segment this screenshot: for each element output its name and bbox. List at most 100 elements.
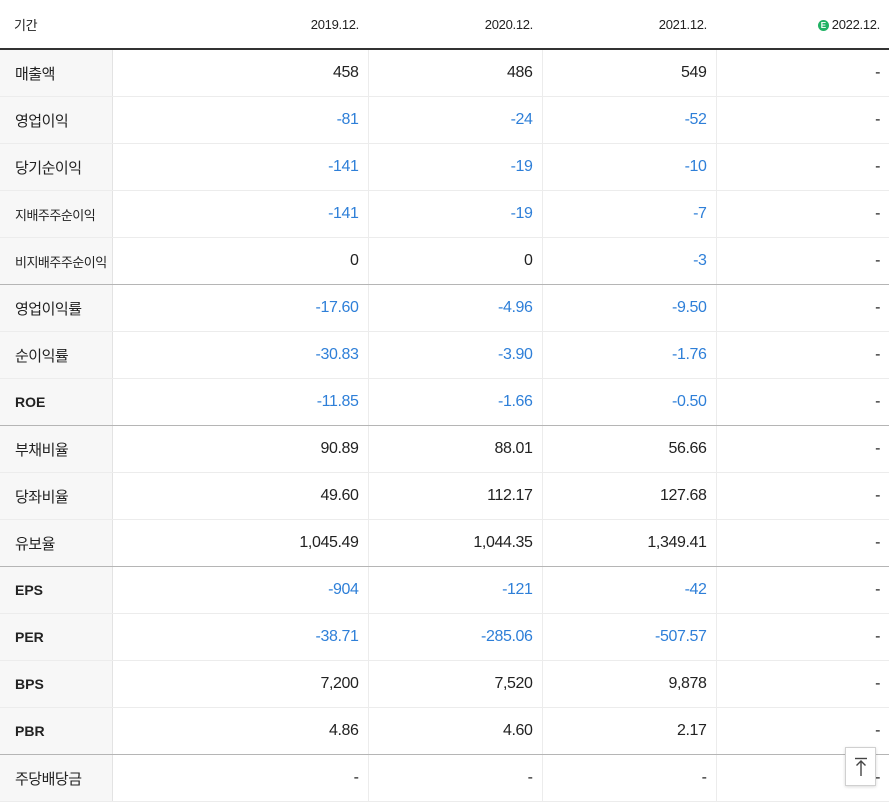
- table-cell: 112.17: [368, 472, 543, 520]
- table-cell: -: [716, 331, 889, 379]
- table-cell: -3.90: [368, 331, 543, 379]
- table-cell: -1.76: [542, 331, 717, 379]
- table-cell: -38.71: [112, 613, 369, 661]
- row-label-reserve-ratio: 유보율: [0, 519, 113, 567]
- table-cell: -9.50: [542, 284, 717, 332]
- table-cell: -141: [112, 143, 369, 191]
- table-cell: 0: [368, 237, 543, 285]
- table-cell: 4.86: [112, 707, 369, 755]
- scroll-to-top-button[interactable]: [845, 747, 876, 786]
- table-cell: -: [716, 143, 889, 191]
- row-label-operating-margin: 영업이익률: [0, 284, 113, 332]
- table-row: BPS 7,200 7,520 9,878 -: [0, 660, 889, 708]
- row-label-net-income: 당기순이익: [0, 143, 113, 191]
- table-cell: -: [716, 660, 889, 708]
- table-cell: -: [716, 378, 889, 426]
- table-cell: -4.96: [368, 284, 543, 332]
- row-label-noncontrolling-net-income: 비지배주주순이익: [0, 237, 113, 285]
- table-row: 당좌비율 49.60 112.17 127.68 -: [0, 472, 889, 520]
- arrow-up-to-top-icon: [854, 757, 867, 776]
- table-cell: 49.60: [112, 472, 369, 520]
- table-row: 부채비율 90.89 88.01 56.66 -: [0, 425, 889, 473]
- table-cell: 1,349.41: [542, 519, 717, 567]
- table-cell: -24: [368, 96, 543, 144]
- table-cell: 56.66: [542, 425, 717, 473]
- table-cell: -52: [542, 96, 717, 144]
- table-row: 당기순이익 -141 -19 -10 -: [0, 143, 889, 191]
- table-cell: -: [542, 754, 717, 802]
- table-cell: -: [716, 96, 889, 144]
- table-cell: -30.83: [112, 331, 369, 379]
- year-header-2019: 2019.12.: [112, 0, 368, 50]
- table-cell: -141: [112, 190, 369, 238]
- table-cell: -81: [112, 96, 369, 144]
- row-label-revenue: 매출액: [0, 49, 113, 97]
- table-row: 매출액 458 486 549 -: [0, 49, 889, 97]
- year-header-2020: 2020.12.: [368, 0, 542, 50]
- row-label-net-margin: 순이익률: [0, 331, 113, 379]
- table-cell: -: [716, 472, 889, 520]
- row-label-operating-profit: 영업이익: [0, 96, 113, 144]
- row-label-bps: BPS: [0, 660, 113, 708]
- year-header-2021: 2021.12.: [542, 0, 716, 50]
- row-label-controlling-net-income: 지배주주순이익: [0, 190, 113, 238]
- header-row: 기간 2019.12. 2020.12. 2021.12. E 2022.12.: [0, 0, 889, 50]
- table-row: 유보율 1,045.49 1,044.35 1,349.41 -: [0, 519, 889, 567]
- table-cell: -19: [368, 143, 543, 191]
- table-cell: 88.01: [368, 425, 543, 473]
- row-label-quick-ratio: 당좌비율: [0, 472, 113, 520]
- table-cell: 7,520: [368, 660, 543, 708]
- year-header-2022-estimate: E 2022.12.: [716, 0, 889, 50]
- row-label-roe: ROE: [0, 378, 113, 426]
- table-cell: -7: [542, 190, 717, 238]
- table-cell: -: [716, 284, 889, 332]
- table-row: 비지배주주순이익 0 0 -3 -: [0, 237, 889, 285]
- table-cell: -: [368, 754, 543, 802]
- table-cell: 0: [112, 237, 369, 285]
- table-row: 영업이익 -81 -24 -52 -: [0, 96, 889, 144]
- row-label-pbr: PBR: [0, 707, 113, 755]
- table-cell: -: [716, 613, 889, 661]
- row-label-debt-ratio: 부채비율: [0, 425, 113, 473]
- table-cell: -904: [112, 566, 369, 614]
- table-cell: -10: [542, 143, 717, 191]
- table-cell: 1,044.35: [368, 519, 543, 567]
- table-cell: -: [716, 190, 889, 238]
- table-cell: -507.57: [542, 613, 717, 661]
- period-header: 기간: [0, 0, 112, 50]
- table-row: EPS -904 -121 -42 -: [0, 566, 889, 614]
- row-label-per: PER: [0, 613, 113, 661]
- table-cell: -121: [368, 566, 543, 614]
- table-cell: 90.89: [112, 425, 369, 473]
- table-cell: -1.66: [368, 378, 543, 426]
- table-row: ROE -11.85 -1.66 -0.50 -: [0, 378, 889, 426]
- table-cell: -: [716, 566, 889, 614]
- table-cell: 1,045.49: [112, 519, 369, 567]
- table-cell: -: [716, 49, 889, 97]
- table-cell: 2.17: [542, 707, 717, 755]
- table-row: 순이익률 -30.83 -3.90 -1.76 -: [0, 331, 889, 379]
- table-row: 영업이익률 -17.60 -4.96 -9.50 -: [0, 284, 889, 332]
- table-cell: -: [112, 754, 369, 802]
- table-cell: -0.50: [542, 378, 717, 426]
- estimate-icon: E: [817, 19, 829, 31]
- table-cell: -: [716, 237, 889, 285]
- table-row: 주당배당금 - - - -: [0, 754, 889, 802]
- table-cell: 549: [542, 49, 717, 97]
- table-row: 지배주주순이익 -141 -19 -7 -: [0, 190, 889, 238]
- table-cell: 458: [112, 49, 369, 97]
- table-cell: -11.85: [112, 378, 369, 426]
- table-cell: 486: [368, 49, 543, 97]
- table-cell: -42: [542, 566, 717, 614]
- table-cell: 127.68: [542, 472, 717, 520]
- table-cell: -19: [368, 190, 543, 238]
- table-cell: 4.60: [368, 707, 543, 755]
- table-row: PER -38.71 -285.06 -507.57 -: [0, 613, 889, 661]
- table-cell: 9,878: [542, 660, 717, 708]
- table-cell: -3: [542, 237, 717, 285]
- table-cell: -: [716, 425, 889, 473]
- row-label-dividend-per-share: 주당배당금: [0, 754, 113, 802]
- table-cell: -17.60: [112, 284, 369, 332]
- table-cell: -: [716, 519, 889, 567]
